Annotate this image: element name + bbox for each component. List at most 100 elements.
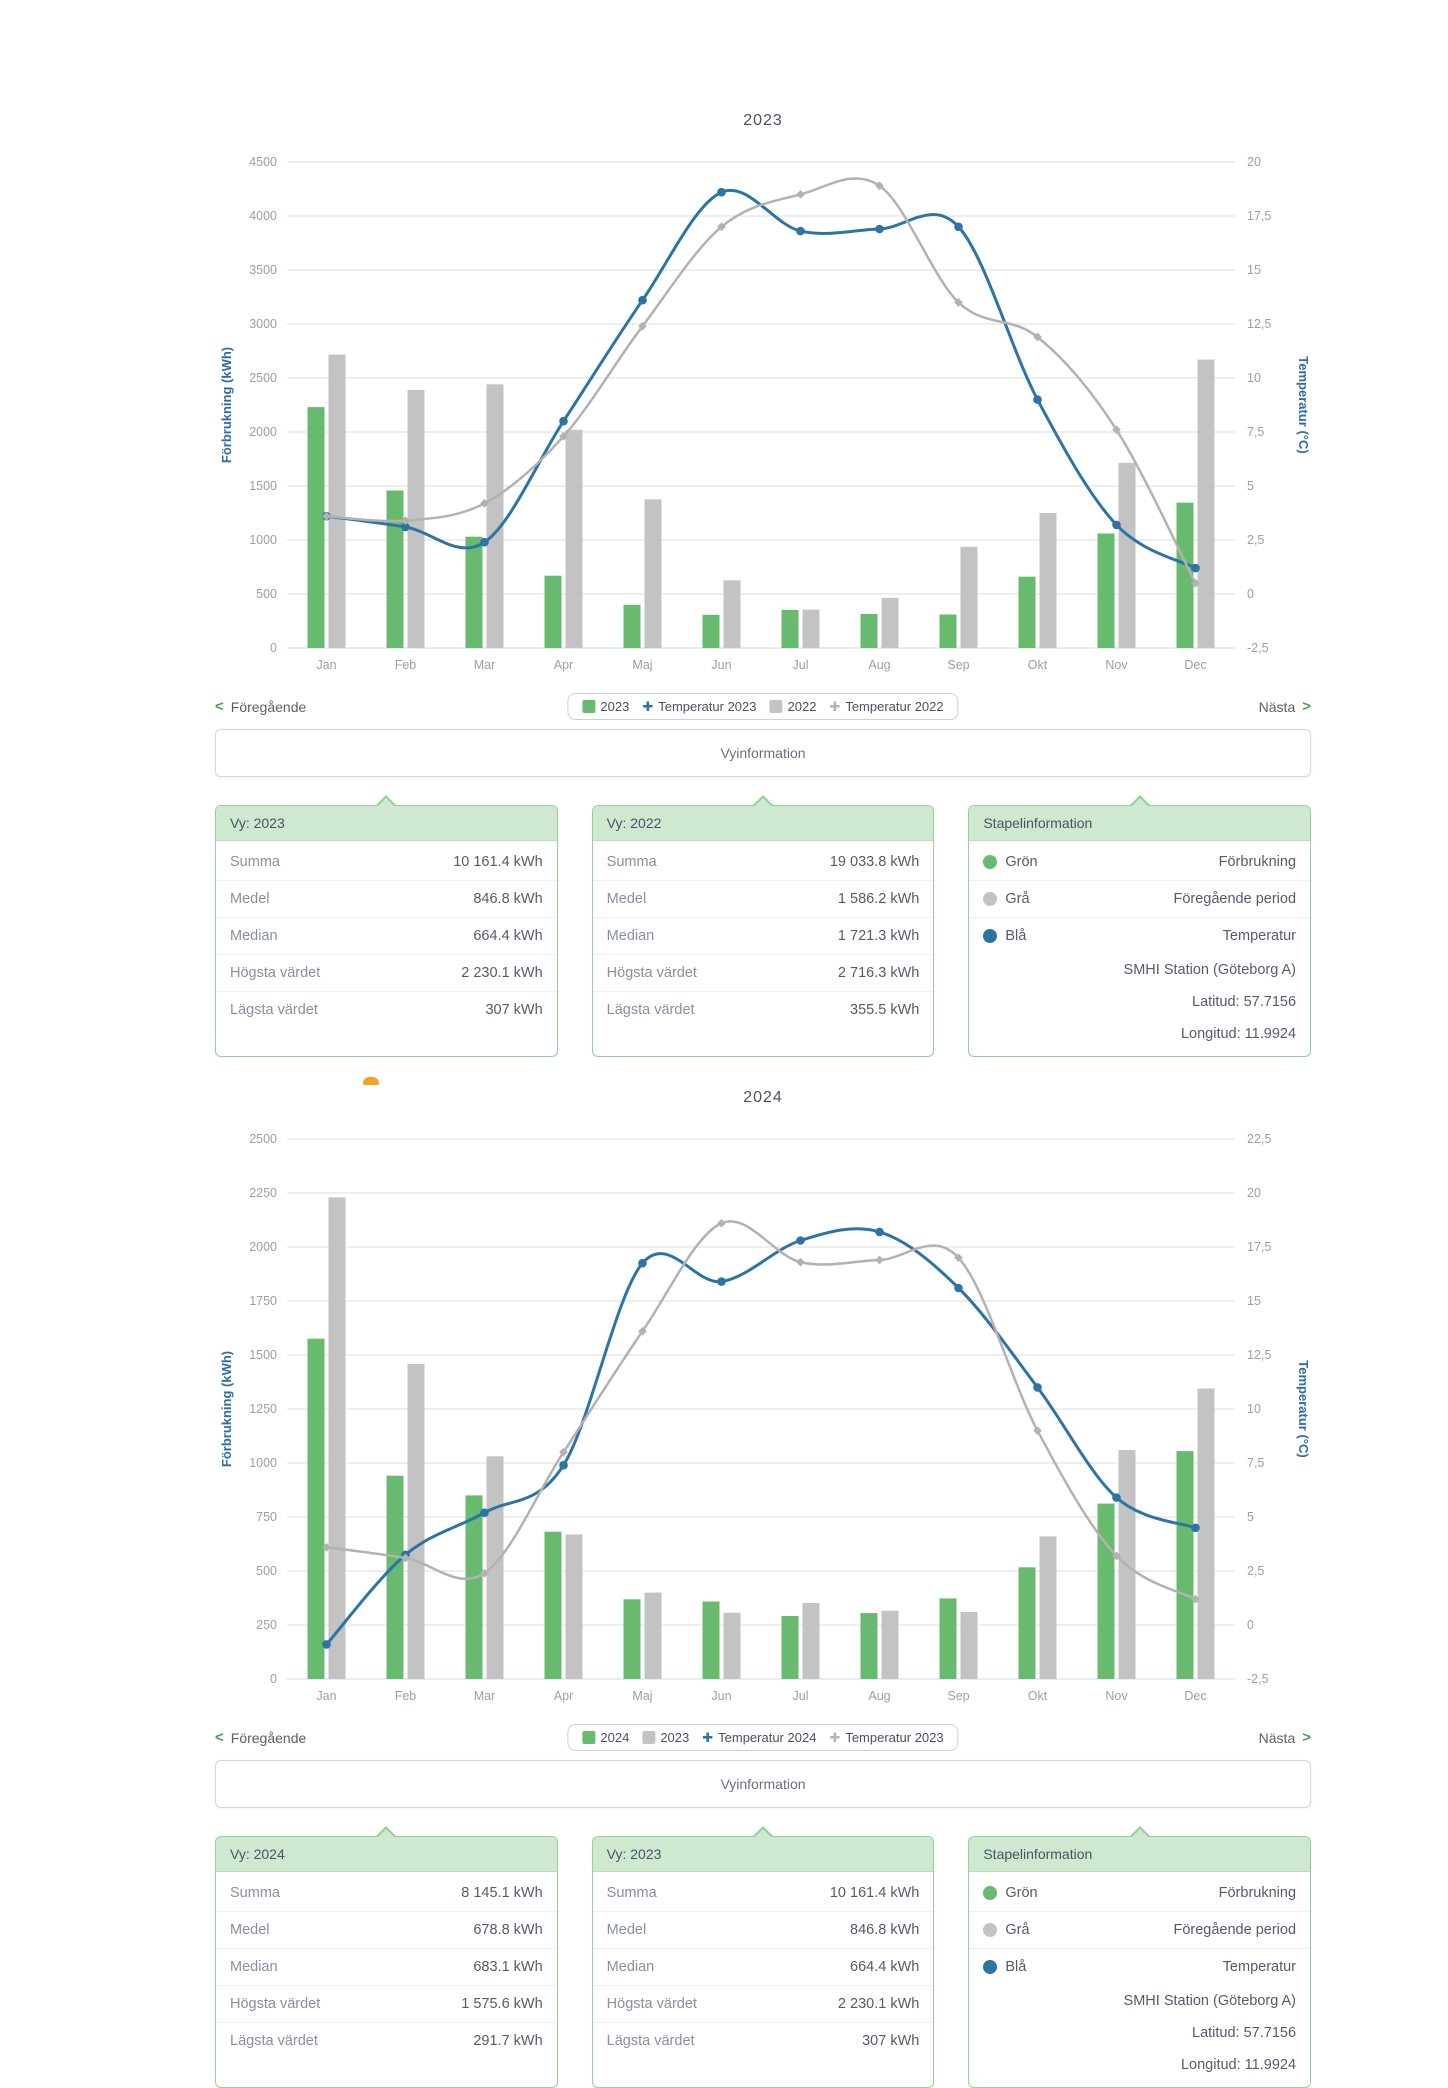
- next-period-button[interactable]: Nästa >: [1259, 698, 1311, 715]
- green-dot-icon: [983, 1886, 998, 1900]
- info-panels-row: Vy: 2024 Summa 8 145.1 kWh Medel 678.8 kWh…: [215, 1826, 1312, 2088]
- stat-row: Median 683.1 kWh: [216, 1948, 557, 1985]
- panel-body: Grön Förbrukning Grå Föregående period Blå…: [969, 1872, 1311, 2087]
- stat-value: 307 kWh: [485, 1002, 543, 1018]
- svg-text:5: 5: [1247, 479, 1254, 493]
- panel-title: Vy: 2023: [216, 806, 557, 841]
- svg-text:Apr: Apr: [554, 658, 573, 672]
- svg-text:Maj: Maj: [632, 1689, 652, 1703]
- stat-value: 291.7 kWh: [473, 2033, 543, 2049]
- chevron-left-icon: <: [215, 1729, 224, 1746]
- stat-label: Högsta värdet: [230, 1996, 321, 2012]
- chart-legend-2024[interactable]: 2024 2023 ✚ Temperatur 2024 ✚ Temperatur 2023: [567, 1724, 959, 1751]
- svg-text:Sep: Sep: [947, 1689, 969, 1703]
- svg-text:Okt: Okt: [1028, 658, 1048, 672]
- stat-label: Summa: [606, 1885, 657, 1901]
- svg-text:500: 500: [256, 587, 277, 601]
- panel-title: Vy: 2023: [592, 1837, 934, 1872]
- svg-text:Feb: Feb: [395, 658, 417, 672]
- svg-text:250: 250: [256, 1618, 277, 1632]
- svg-text:4000: 4000: [249, 209, 277, 223]
- svg-text:Jul: Jul: [793, 1689, 809, 1703]
- color-key-row: Blå Temperatur: [969, 917, 1311, 954]
- legend-item[interactable]: ✚ Temperatur 2022: [829, 699, 943, 714]
- panel-caret: [375, 795, 398, 806]
- bar-info-panel: Stapelinformation Grön Förbrukning Grå För…: [968, 795, 1312, 1057]
- legend-item[interactable]: ✚ Temperatur 2023: [829, 1730, 943, 1745]
- legend-label: 2024: [600, 1730, 630, 1745]
- stat-row: Summa 10 161.4 kWh: [216, 844, 557, 880]
- legend-item[interactable]: ✚ Temperatur 2024: [702, 1730, 816, 1745]
- stat-label: Högsta värdet: [606, 965, 697, 981]
- svg-text:-2,5: -2,5: [1247, 1672, 1269, 1686]
- legend-label: Temperatur 2024: [718, 1730, 817, 1745]
- next-period-label: Nästa: [1258, 698, 1296, 715]
- stat-value: 664.4 kWh: [850, 1959, 920, 1975]
- legend-item[interactable]: 2022: [769, 699, 816, 714]
- panel-title: Vy: 2024: [216, 1837, 557, 1872]
- stat-label: Högsta värdet: [606, 1996, 697, 2012]
- next-period-label: Nästa: [1258, 1729, 1296, 1746]
- legend-item[interactable]: ✚ Temperatur 2023: [642, 699, 756, 714]
- color-name: Grön: [1005, 854, 1038, 870]
- svg-text:7,5: 7,5: [1247, 425, 1264, 439]
- svg-text:Jan: Jan: [316, 658, 336, 672]
- color-meaning: Förbrukning: [1218, 1885, 1297, 1901]
- previous-period-button[interactable]: < Föregående: [215, 1729, 306, 1746]
- legend-item[interactable]: 2023: [642, 1730, 689, 1745]
- chevron-right-icon: >: [1302, 1729, 1311, 1746]
- color-name: Grå: [1005, 1922, 1030, 1938]
- legend-item[interactable]: 2023: [582, 699, 629, 714]
- station-longitude: Longitud: 11.9924: [1180, 2057, 1297, 2073]
- orange-marker: [363, 1077, 379, 1085]
- stat-row: Summa 8 145.1 kWh: [216, 1875, 557, 1911]
- stat-row: Lägsta värdet 307 kWh: [592, 2022, 934, 2059]
- svg-text:Dec: Dec: [1184, 1689, 1206, 1703]
- svg-text:Jun: Jun: [711, 1689, 731, 1703]
- stat-row: Summa 10 161.4 kWh: [593, 1875, 934, 1911]
- stat-row: Medel 846.8 kWh: [216, 880, 557, 917]
- gray-dot-icon: [983, 892, 998, 906]
- stat-label: Summa: [230, 1885, 280, 1901]
- stat-label: Medel: [606, 1922, 647, 1938]
- stat-label: Summa: [606, 854, 657, 870]
- stat-value: 846.8 kWh: [850, 1922, 920, 1938]
- chart-nav-row: < Föregående 2024 2023 ✚ Temperatur 2024 ✚ Te…: [215, 1724, 1311, 1751]
- panel-body: Summa 19 033.8 kWh Medel 1 586.2 kWh Media…: [592, 841, 934, 1034]
- stat-value: 355.5 kWh: [850, 1002, 920, 1018]
- svg-text:1500: 1500: [249, 479, 277, 493]
- stat-value: 1 586.2 kWh: [837, 891, 920, 907]
- svg-text:5: 5: [1247, 1510, 1254, 1524]
- svg-text:Feb: Feb: [395, 1689, 417, 1703]
- legend-square-icon: [642, 1731, 656, 1744]
- legend-square-icon: [769, 700, 783, 713]
- vyinformation-toggle[interactable]: Vyinformation: [215, 1760, 1311, 1808]
- legend-item[interactable]: 2024: [582, 1730, 629, 1745]
- svg-text:2250: 2250: [249, 1186, 277, 1200]
- next-period-button[interactable]: Nästa >: [1259, 1729, 1311, 1746]
- legend-square-icon: [582, 700, 596, 713]
- stat-row: Median 664.4 kWh: [216, 917, 557, 954]
- vyinformation-toggle[interactable]: Vyinformation: [215, 729, 1311, 777]
- color-key-row: Blå Temperatur: [969, 1948, 1311, 1985]
- legend-label: Temperatur 2023: [658, 699, 757, 714]
- color-key-row: Grön Förbrukning: [969, 1875, 1310, 1911]
- svg-text:10: 10: [1247, 371, 1261, 385]
- svg-text:1000: 1000: [249, 533, 277, 547]
- gray-dot-icon: [983, 1923, 998, 1937]
- svg-text:Temperatur (°C): Temperatur (°C): [1296, 1360, 1311, 1457]
- svg-text:0: 0: [270, 1672, 277, 1686]
- color-meaning: Förbrukning: [1218, 854, 1297, 870]
- svg-text:Jul: Jul: [793, 658, 809, 672]
- svg-text:17,5: 17,5: [1247, 209, 1271, 223]
- svg-text:1250: 1250: [249, 1402, 277, 1416]
- chart-nav-row: < Föregående 2023 ✚ Temperatur 2023 2022 ✚ Te…: [215, 693, 1311, 720]
- color-key-row: Grön Förbrukning: [969, 844, 1310, 880]
- previous-period-button[interactable]: < Föregående: [215, 698, 306, 715]
- chart-legend-2023[interactable]: 2023 ✚ Temperatur 2023 2022 ✚ Temperatur 2022: [567, 693, 959, 720]
- stat-row: Lägsta värdet 355.5 kWh: [592, 991, 934, 1028]
- chevron-right-icon: >: [1302, 698, 1311, 715]
- panel-body: Grön Förbrukning Grå Föregående period Blå…: [969, 841, 1311, 1056]
- svg-text:Okt: Okt: [1028, 1689, 1048, 1703]
- svg-text:0: 0: [1247, 587, 1254, 601]
